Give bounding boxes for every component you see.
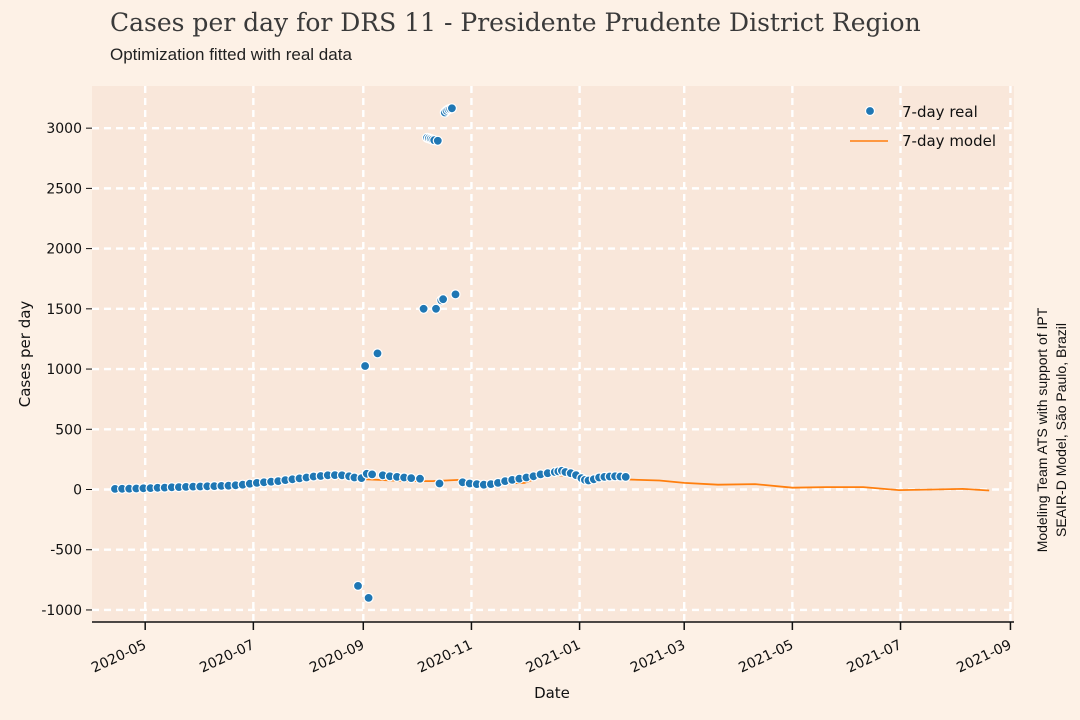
y-ticks: -1000 -500 0 500 1000 1500 2000 2500 3000: [41, 121, 92, 619]
credit-line-1: Modeling Team ATS with support of IPT: [1034, 307, 1050, 552]
real-point: [352, 580, 364, 592]
y-tick-label: -500: [50, 543, 82, 559]
x-tick-label: 2021-03: [628, 637, 688, 676]
legend: 7-day real 7-day model: [850, 103, 996, 150]
real-point: [446, 103, 457, 114]
x-tick-label: 2020-05: [89, 637, 149, 676]
plot-area: [92, 86, 1014, 622]
y-tick-label: 3000: [46, 121, 82, 137]
legend-real-label: 7-day real: [902, 103, 978, 121]
x-tick-label: 2021-05: [736, 637, 796, 676]
y-tick-label: 0: [73, 483, 82, 499]
real-point: [432, 135, 443, 146]
x-tick-label: 2020-09: [307, 637, 367, 676]
real-point: [406, 473, 417, 484]
x-tick-label: 2020-11: [415, 637, 475, 676]
real-point: [372, 348, 383, 359]
real-series: [109, 103, 631, 604]
y-tick-label: 1000: [46, 362, 82, 378]
x-tick-label: 2021-07: [844, 637, 904, 676]
real-point: [434, 478, 445, 489]
real-point: [363, 592, 374, 604]
real-point: [418, 303, 429, 314]
chart-title: Cases per day for DRS 11 - Presidente Pr…: [110, 8, 921, 37]
credit-line-2: SEAIR-D Model, São Paulo, Brazil: [1053, 323, 1069, 537]
real-point: [414, 473, 426, 484]
real-point: [620, 471, 631, 482]
x-ticks: 2020-05 2020-07 2020-09 2020-11 2021-01 2021-…: [89, 622, 1014, 676]
x-tick-label: 2020-07: [197, 637, 257, 676]
real-point: [360, 360, 371, 372]
real-point: [438, 294, 449, 305]
real-point: [430, 303, 442, 314]
x-axis-label: Date: [534, 684, 570, 702]
real-point: [367, 469, 378, 480]
y-tick-label: 2500: [46, 181, 82, 197]
legend-model-label: 7-day model: [902, 132, 996, 150]
y-tick-label: 2000: [46, 242, 82, 258]
x-tick-label: 2021-09: [954, 637, 1014, 676]
y-tick-label: -1000: [41, 603, 82, 619]
real-point: [450, 289, 461, 300]
y-tick-label: 500: [55, 422, 82, 438]
x-tick-label: 2021-01: [524, 637, 584, 676]
y-tick-label: 1500: [46, 302, 82, 318]
chart-subtitle: Optimization fitted with real data: [110, 45, 352, 64]
y-axis-label: Cases per day: [16, 301, 34, 408]
grid: [92, 86, 1014, 622]
legend-real-marker: [864, 105, 876, 117]
